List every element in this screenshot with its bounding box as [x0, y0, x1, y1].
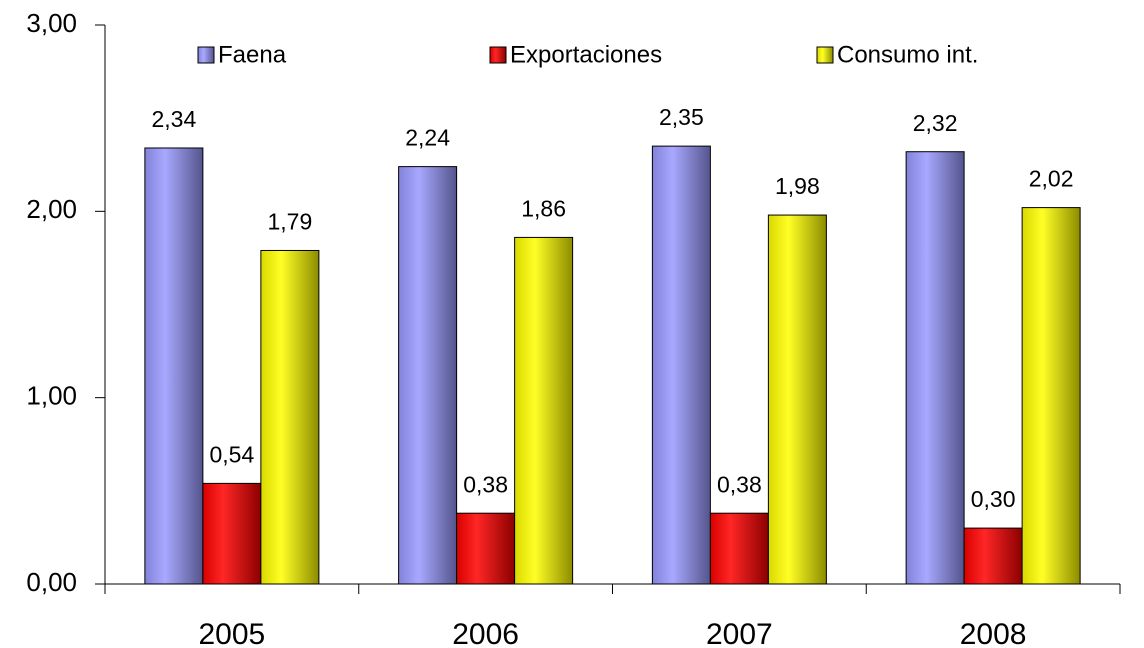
bar: [514, 236, 574, 585]
value-label: 2,02: [1029, 166, 1074, 192]
legend-label: Consumo int.: [837, 41, 978, 68]
value-label: 1,98: [775, 173, 820, 199]
value-label: 2,32: [913, 110, 958, 136]
value-label: 0,38: [717, 471, 762, 497]
bar: [260, 249, 320, 585]
bar: [963, 527, 1023, 585]
bar: [144, 147, 204, 585]
legend-label: Exportaciones: [510, 41, 662, 68]
x-tick-label: 2005: [199, 618, 266, 648]
bar: [398, 166, 458, 585]
value-label: 2,24: [405, 125, 450, 151]
value-label: 0,38: [463, 471, 508, 497]
value-label: 1,86: [521, 195, 566, 221]
y-tick-label: 3,00: [26, 8, 77, 38]
y-tick-label: 2,00: [26, 194, 77, 224]
value-label: 2,34: [151, 106, 196, 132]
value-label: 1,79: [267, 209, 312, 235]
legend-swatch: [816, 46, 834, 64]
bar: [709, 512, 769, 585]
bar: [767, 214, 827, 585]
x-tick-label: 2006: [452, 618, 519, 648]
x-tick-label: 2008: [960, 618, 1027, 648]
bar: [651, 145, 711, 585]
legend-swatch: [489, 46, 507, 64]
bar: [1021, 207, 1081, 585]
bar: [202, 482, 262, 585]
value-label: 2,35: [659, 104, 704, 130]
bar: [905, 151, 965, 585]
value-label: 0,30: [971, 486, 1016, 512]
value-label: 0,54: [209, 441, 254, 467]
x-tick-label: 2007: [706, 618, 773, 648]
legend-swatch: [197, 46, 215, 64]
y-tick-label: 1,00: [26, 381, 77, 411]
legend-label: Faena: [218, 41, 287, 68]
y-tick-label: 0,00: [26, 567, 77, 597]
bar: [456, 512, 516, 585]
